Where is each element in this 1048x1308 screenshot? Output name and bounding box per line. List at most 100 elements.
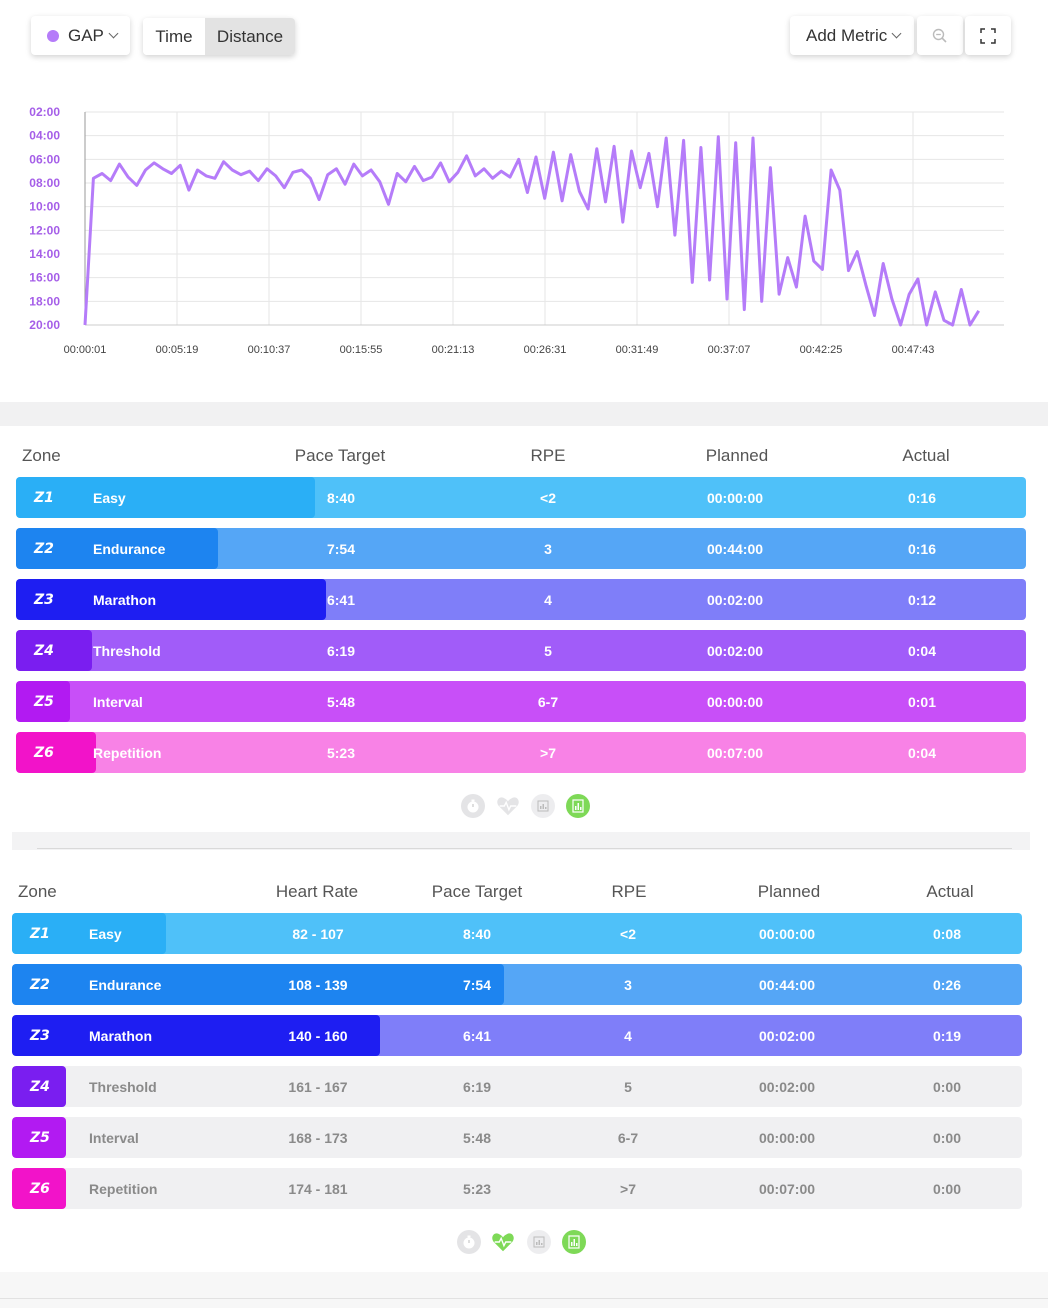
zone-code: Z1 bbox=[34, 489, 54, 506]
y-tick-label: 16:00 bbox=[29, 271, 60, 285]
zone-pace: 6:41 bbox=[326, 591, 356, 608]
zone-pace: 8:40 bbox=[462, 925, 492, 942]
zone-rpe: >7 bbox=[620, 1180, 636, 1197]
stopwatch-icon[interactable] bbox=[461, 794, 485, 818]
zone-row-z4[interactable]: Z4 Threshold 161 - 167 6:19 5 00:02:00 0:00 bbox=[12, 1066, 1022, 1107]
y-tick-label: 02:00 bbox=[29, 105, 60, 119]
zone-pace: 6:41 bbox=[462, 1027, 492, 1044]
zone-code: Z6 bbox=[30, 1180, 50, 1197]
section-divider bbox=[12, 832, 1030, 850]
zone-row-z2[interactable]: Z2 Endurance 108 - 139 7:54 3 00:44:00 0:26 bbox=[12, 964, 1022, 1005]
pace-line-chart[interactable]: 02:00 04:00 06:00 08:00 10:00 12:00 14:00 16:00… bbox=[0, 95, 1048, 370]
zone-row-z1[interactable]: Z1 Easy 8:40 <2 00:00:00 0:16 bbox=[16, 477, 1026, 518]
zone-code: Z5 bbox=[30, 1129, 50, 1146]
zone-planned: 00:02:00 bbox=[706, 642, 764, 659]
zone-pace: 6:19 bbox=[326, 642, 356, 659]
gap-series-line[interactable] bbox=[83, 135, 980, 327]
add-metric-label: Add Metric bbox=[806, 25, 888, 45]
zone-row-z4[interactable]: Z4 Threshold 6:19 5 00:02:00 0:04 bbox=[16, 630, 1026, 671]
zone-row-z6[interactable]: Z6 Repetition 5:23 >7 00:07:00 0:04 bbox=[16, 732, 1026, 773]
zone-pace: 5:48 bbox=[326, 693, 356, 710]
zone-planned: 00:07:00 bbox=[706, 744, 764, 761]
zone-heart-rate: 161 - 167 bbox=[288, 1078, 348, 1095]
zone-row-z5[interactable]: Z5 Interval 168 - 173 5:48 6-7 00:00:00 0:00 bbox=[12, 1117, 1022, 1158]
zone-actual: 0:26 bbox=[932, 976, 962, 993]
zone-row-z2[interactable]: Z2 Endurance 7:54 3 00:44:00 0:16 bbox=[16, 528, 1026, 569]
zone-heart-rate: 82 - 107 bbox=[292, 925, 344, 942]
y-tick-label: 06:00 bbox=[29, 152, 60, 166]
zone-time-fill bbox=[16, 732, 96, 773]
zone-heart-rate: 174 - 181 bbox=[288, 1180, 348, 1197]
col-header-rpe: RPE bbox=[530, 446, 566, 465]
footer-line bbox=[0, 1298, 1048, 1299]
zone-row-z3[interactable]: Z3 Marathon 6:41 4 00:02:00 0:12 bbox=[16, 579, 1026, 620]
zone-pace: 7:54 bbox=[462, 976, 492, 993]
zone-heart-rate: 168 - 173 bbox=[288, 1129, 348, 1146]
heart-rate-icon[interactable] bbox=[496, 794, 520, 818]
col-header-heart-rate: Heart Rate bbox=[275, 882, 359, 901]
x-tick-label: 00:47:43 bbox=[892, 344, 935, 356]
y-tick-label: 14:00 bbox=[29, 247, 60, 261]
zone-actual: 0:04 bbox=[907, 642, 937, 659]
zone-planned: 00:00:00 bbox=[758, 925, 816, 942]
zone-rpe: <2 bbox=[620, 925, 636, 942]
zone-row-z5[interactable]: Z5 Interval 5:48 6-7 00:00:00 0:01 bbox=[16, 681, 1026, 722]
x-tick-label: 00:31:49 bbox=[616, 344, 659, 356]
col-header-actual: Actual bbox=[926, 882, 974, 901]
zone-pace: 6:19 bbox=[462, 1078, 492, 1095]
bar-chart-icon[interactable] bbox=[527, 1230, 551, 1254]
zone-time-fill bbox=[16, 579, 326, 620]
zone-planned: 00:44:00 bbox=[706, 540, 764, 557]
stopwatch-icon[interactable] bbox=[457, 1230, 481, 1254]
col-header-zone: Zone bbox=[22, 446, 61, 465]
add-metric-button[interactable]: Add Metric bbox=[790, 16, 914, 55]
zone-rpe: 3 bbox=[544, 540, 552, 557]
metric-selector[interactable]: GAP bbox=[31, 16, 130, 55]
col-header-planned: Planned bbox=[705, 446, 769, 465]
zone-planned: 00:02:00 bbox=[758, 1078, 816, 1095]
zone-actual: 0:12 bbox=[907, 591, 937, 608]
x-tick-label: 00:00:01 bbox=[64, 344, 107, 356]
zone-name: Threshold bbox=[89, 1078, 157, 1095]
toggle-distance-button[interactable]: Distance bbox=[205, 18, 295, 55]
report-icon[interactable] bbox=[562, 1230, 586, 1254]
zone-rpe: 6-7 bbox=[617, 1129, 639, 1146]
zone-rpe: >7 bbox=[540, 744, 556, 761]
zone-name: Easy bbox=[89, 925, 122, 942]
chevron-down-icon bbox=[891, 28, 902, 38]
bar-chart-icon[interactable] bbox=[531, 794, 555, 818]
footer-band bbox=[0, 1272, 1048, 1308]
zone-rpe: 5 bbox=[544, 642, 552, 659]
col-header-pace: Pace Target bbox=[431, 882, 523, 901]
zone-name: Repetition bbox=[93, 744, 162, 761]
zone-planned: 00:00:00 bbox=[758, 1129, 816, 1146]
divider-line bbox=[37, 848, 1012, 849]
zone-name: Repetition bbox=[89, 1180, 158, 1197]
zone-code: Z4 bbox=[34, 642, 54, 659]
fullscreen-button[interactable] bbox=[965, 16, 1011, 55]
metric-color-dot bbox=[47, 29, 59, 42]
zone-time-fill bbox=[16, 681, 70, 722]
x-tick-label: 00:05:19 bbox=[156, 344, 199, 356]
report-icon[interactable] bbox=[566, 794, 590, 818]
zone-time-fill bbox=[12, 913, 166, 954]
zone-rpe: <2 bbox=[540, 489, 556, 506]
metric-label: GAP bbox=[68, 25, 104, 45]
zoom-out-button[interactable] bbox=[917, 16, 963, 55]
zone-planned: 00:07:00 bbox=[758, 1180, 816, 1197]
x-tick-label: 00:21:13 bbox=[432, 344, 475, 356]
zone-row-z1[interactable]: Z1 Easy 82 - 107 8:40 <2 00:00:00 0:08 bbox=[12, 913, 1022, 954]
zone-row-z6[interactable]: Z6 Repetition 174 - 181 5:23 >7 00:07:00 0:00 bbox=[12, 1168, 1022, 1209]
y-tick-label: 04:00 bbox=[29, 129, 60, 143]
toggle-time-button[interactable]: Time bbox=[143, 18, 205, 55]
zone-actual: 0:16 bbox=[907, 489, 937, 506]
zone-row-z3[interactable]: Z3 Marathon 140 - 160 6:41 4 00:02:00 0:19 bbox=[12, 1015, 1022, 1056]
heart-rate-icon[interactable] bbox=[491, 1230, 515, 1254]
col-header-zone: Zone bbox=[18, 882, 57, 901]
zone-time-fill bbox=[16, 630, 92, 671]
zone-rpe: 3 bbox=[624, 976, 632, 993]
col-header-pace: Pace Target bbox=[294, 446, 386, 465]
zone-name: Marathon bbox=[93, 591, 156, 608]
zone-planned: 00:00:00 bbox=[706, 489, 764, 506]
x-tick-label: 00:10:37 bbox=[248, 344, 291, 356]
